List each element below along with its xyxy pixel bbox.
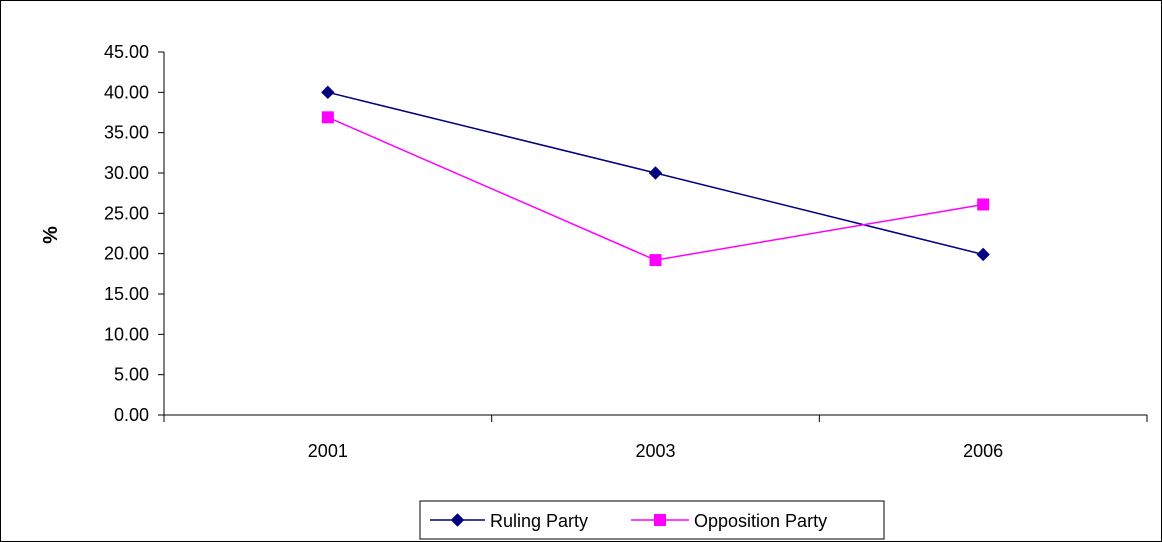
legend-marker (450, 513, 465, 527)
data-point (321, 111, 334, 124)
y-tick-label: 40.00 (104, 82, 149, 102)
legend-items: Ruling Party Opposition Party (430, 511, 827, 531)
legend: Ruling Party Opposition Party (419, 500, 885, 540)
x-tick-label: 2006 (963, 441, 1003, 461)
y-tick-label: 5.00 (114, 365, 149, 385)
x-tick-label: 2003 (635, 441, 675, 461)
legend-label: Ruling Party (490, 511, 588, 531)
y-tick-label: 0.00 (114, 405, 149, 425)
y-tick-label: 30.00 (104, 163, 149, 183)
series-opposition-party (321, 111, 990, 267)
data-point (649, 254, 662, 267)
x-tick-label: 2001 (308, 441, 348, 461)
legend-item: Opposition Party (631, 511, 827, 531)
y-tick-label: 15.00 (104, 284, 149, 304)
data-point (976, 247, 990, 262)
series-line (327, 116, 984, 261)
y-tick-label: 45.00 (104, 42, 149, 62)
legend-marker (654, 514, 666, 526)
series-ruling-party (321, 85, 990, 262)
series-layer (321, 85, 990, 267)
axes: 0.00 5.00 10.00 15.00 20.00 25.00 30.00 35.00 40… (104, 42, 1148, 461)
data-point (648, 166, 663, 180)
data-point (321, 85, 335, 100)
data-point (977, 198, 990, 211)
y-axis-title: % (40, 226, 62, 244)
y-tick-label: 25.00 (104, 203, 149, 223)
legend-item: Ruling Party (430, 511, 588, 531)
legend-label: Opposition Party (694, 511, 827, 531)
y-tick-label: 20.00 (104, 244, 149, 264)
y-tick-label: 35.00 (104, 123, 149, 143)
y-tick-label: 10.00 (104, 324, 149, 344)
